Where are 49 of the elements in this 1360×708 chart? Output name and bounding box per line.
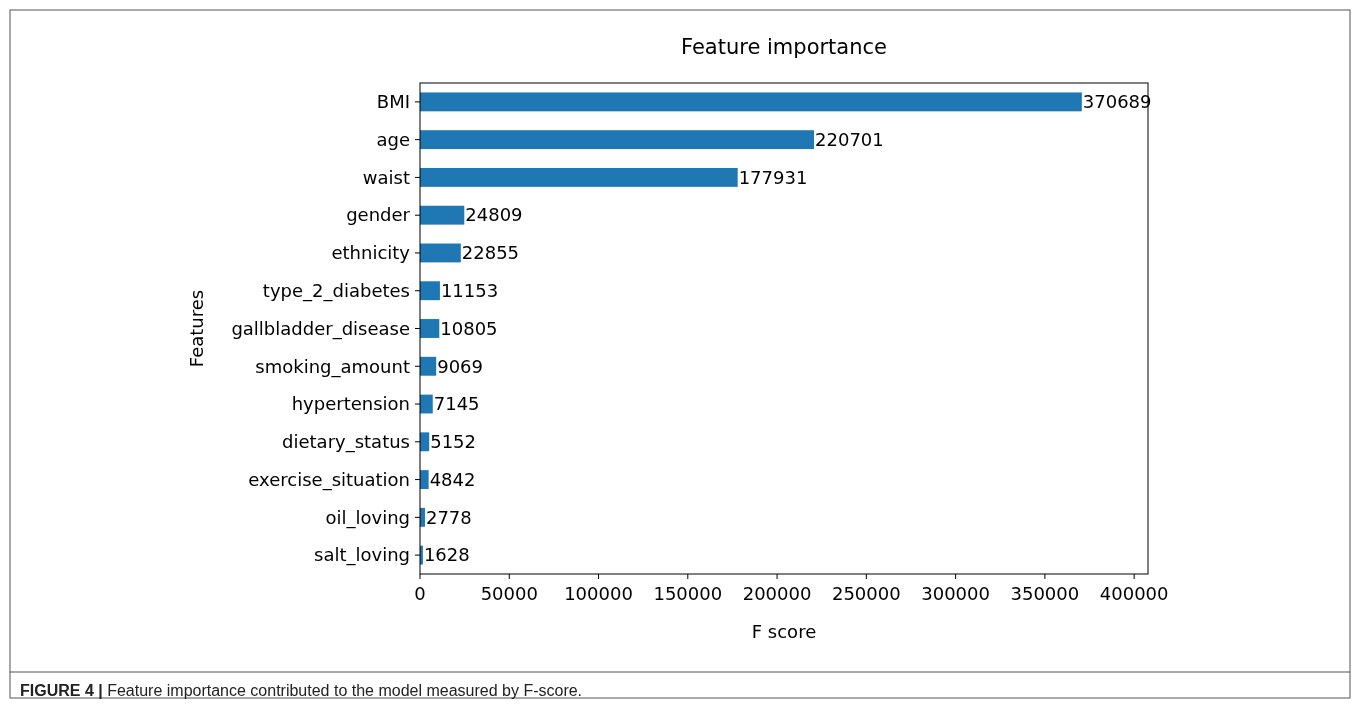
chart-title: Feature importance <box>680 35 888 59</box>
bar <box>420 130 815 150</box>
y-tick-label: waist <box>362 166 410 188</box>
y-tick-label: gender <box>346 204 411 226</box>
x-tick-label: 50000 <box>480 583 538 604</box>
bar <box>420 470 429 490</box>
x-axis-title: F score <box>751 621 817 642</box>
bar <box>420 356 437 376</box>
bar <box>420 92 1082 112</box>
data-label: 1628 <box>423 544 470 566</box>
y-tick-label: gallbladder_disease <box>231 317 410 340</box>
y-tick-label: ethnicity <box>331 242 411 264</box>
x-tick-label: 300000 <box>921 583 990 604</box>
x-tick-label: 150000 <box>653 583 723 604</box>
y-axis-title: Features <box>186 289 207 368</box>
caption: FIGURE 4 | Feature importance contributed to the model measured by F-score. <box>20 682 583 699</box>
data-label: 7145 <box>433 393 480 415</box>
bar <box>420 243 461 263</box>
bar <box>420 281 440 301</box>
y-tick-label: dietary_status <box>282 431 410 454</box>
y-tick-label: smoking_amount <box>255 355 410 378</box>
y-tick-label: hypertension <box>291 393 410 415</box>
data-label: 10805 <box>440 317 498 339</box>
x-tick-label: 350000 <box>1010 583 1080 604</box>
data-label: 24809 <box>465 204 523 226</box>
data-label: 2778 <box>425 506 472 528</box>
y-tick-label: BMI <box>376 91 410 113</box>
y-tick-label: oil_loving <box>325 506 410 529</box>
data-label: 11153 <box>440 280 499 302</box>
data-label: 9069 <box>437 355 483 377</box>
y-tick-label: salt_loving <box>314 544 410 567</box>
bar <box>420 319 440 338</box>
data-label: 220701 <box>815 128 884 150</box>
data-label: 370689 <box>1082 91 1152 113</box>
x-tick-label: 250000 <box>831 583 901 604</box>
x-tick-label: 100000 <box>564 583 633 604</box>
y-tick-label: exercise_situation <box>248 468 410 491</box>
y-tick-label: age <box>376 128 410 150</box>
data-label: 177931 <box>738 166 808 188</box>
bar <box>420 394 433 414</box>
data-label: 4842 <box>429 468 476 490</box>
data-label: 22855 <box>461 242 520 264</box>
bar <box>420 167 738 187</box>
x-tick-label: 400000 <box>1099 583 1169 604</box>
x-tick-label: 0 <box>414 583 426 604</box>
data-label: 5152 <box>430 431 477 453</box>
x-tick-label: 200000 <box>742 583 812 604</box>
y-tick-label: type_2_diabetes <box>262 280 410 303</box>
bar <box>420 205 465 225</box>
